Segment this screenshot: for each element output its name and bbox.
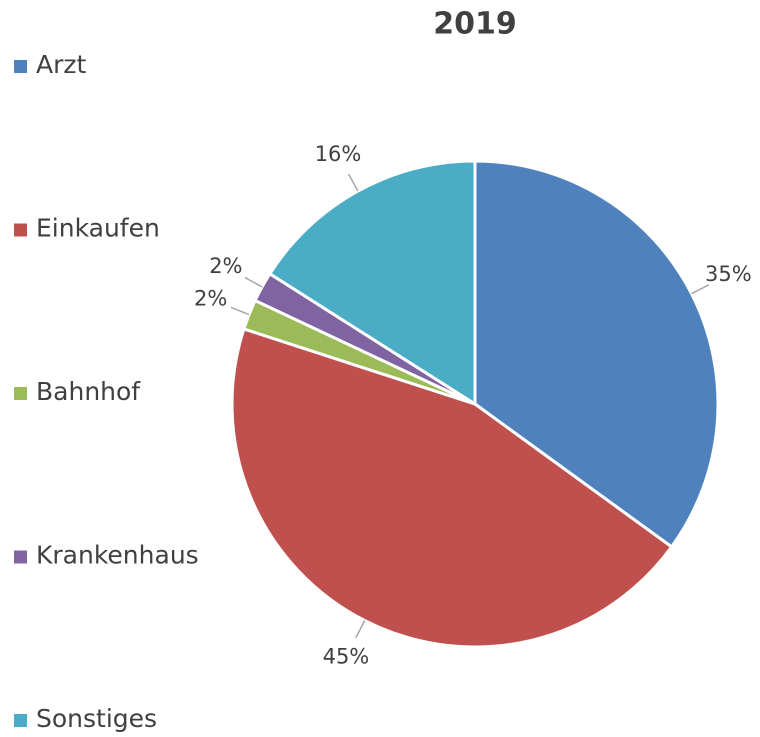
- data-label: 16%: [315, 142, 362, 166]
- leader-line: [355, 620, 366, 639]
- data-label: 45%: [323, 644, 370, 668]
- data-label: 2%: [209, 254, 242, 278]
- leader-line: [244, 276, 263, 288]
- pie-slice: [230, 327, 674, 649]
- legend-swatch: [14, 60, 27, 73]
- leader-line: [691, 284, 710, 295]
- legend-label: Krankenhaus: [36, 541, 199, 570]
- legend-label: Arzt: [36, 50, 87, 79]
- pie-slice: [473, 159, 720, 549]
- leader-line: [347, 173, 359, 192]
- pie-slice: [267, 159, 477, 407]
- legend-swatch: [14, 387, 27, 400]
- legend-swatch: [14, 223, 27, 237]
- legend-label: Sonstiges: [36, 704, 157, 733]
- legend-swatch: [14, 714, 27, 727]
- data-label: 35%: [705, 262, 752, 286]
- legend-label: Einkaufen: [36, 214, 160, 243]
- data-label: 2%: [194, 286, 227, 310]
- chart-title: 2019: [433, 7, 517, 42]
- legend-label: Bahnhof: [36, 377, 141, 406]
- leader-line: [230, 306, 250, 316]
- legend-swatch: [14, 550, 27, 564]
